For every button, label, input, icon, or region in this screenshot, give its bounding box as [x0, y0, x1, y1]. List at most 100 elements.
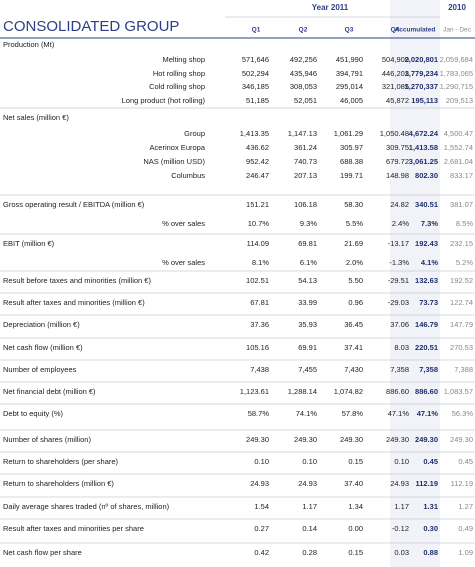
- cell-value: 7,438: [250, 365, 269, 374]
- cell-value: 24.82: [390, 200, 409, 209]
- cell-value: 4.1%: [421, 258, 438, 267]
- row-sublabel: Columbus: [171, 171, 205, 180]
- cell-value: 1.17: [302, 502, 317, 511]
- cell-value: 8.5%: [456, 219, 473, 228]
- cell-value: 571,646: [242, 55, 269, 64]
- cell-value: 1,413.58: [409, 143, 438, 152]
- cell-value: 132.63: [415, 276, 438, 285]
- cell-value: 2,020,801: [405, 55, 438, 64]
- cell-value: 249.30: [294, 435, 317, 444]
- cell-value: 1.27: [458, 502, 473, 511]
- cell-value: 8.1%: [252, 258, 269, 267]
- cell-value: 0.27: [254, 524, 269, 533]
- cell-value: 1.31: [423, 502, 438, 511]
- cell-value: 2,059,684: [440, 55, 473, 64]
- column-header: Accumulated: [395, 27, 436, 34]
- cell-value: 886.60: [415, 387, 438, 396]
- cell-value: 435,946: [290, 69, 317, 78]
- row-label: Gross operating result / EBITDA (million…: [3, 200, 145, 209]
- cell-value: 886.60: [386, 387, 409, 396]
- cell-value: -29.03: [388, 298, 409, 307]
- cell-value: 0.03: [394, 548, 409, 557]
- row-label: Result before taxes and minorities (mill…: [3, 276, 151, 285]
- cell-value: 361.24: [294, 143, 317, 152]
- row-sublabel: NAS (million USD): [143, 157, 205, 166]
- cell-value: 5.2%: [456, 258, 473, 267]
- cell-value: 151.21: [246, 200, 269, 209]
- cell-value: 54.13: [298, 276, 317, 285]
- cell-value: 381.07: [450, 200, 473, 209]
- accumulated-band: [390, 0, 440, 567]
- cell-value: 56.3%: [452, 409, 474, 418]
- cell-value: 5.5%: [346, 219, 363, 228]
- cell-value: 10.7%: [248, 219, 270, 228]
- cell-value: 21.69: [344, 239, 363, 248]
- cell-value: 105.16: [246, 343, 269, 352]
- cell-value: 122.74: [450, 298, 473, 307]
- cell-value: 309.75: [386, 143, 409, 152]
- cell-value: 0.15: [348, 548, 363, 557]
- cell-value: 58.7%: [248, 409, 270, 418]
- cell-value: 199.71: [340, 171, 363, 180]
- year-header: 2010: [448, 3, 466, 12]
- cell-value: 1,050.48: [380, 129, 409, 138]
- cell-value: 73.73: [419, 298, 438, 307]
- cell-value: 24.93: [298, 479, 317, 488]
- cell-value: 58.30: [344, 200, 363, 209]
- cell-value: 1.54: [254, 502, 269, 511]
- cell-value: 69.91: [298, 343, 317, 352]
- cell-value: 3,061.25: [409, 157, 438, 166]
- cell-value: 952.42: [246, 157, 269, 166]
- cell-value: 249.30: [246, 435, 269, 444]
- cell-value: 295,014: [336, 82, 363, 91]
- cell-value: 249.30: [386, 435, 409, 444]
- cell-value: 0.45: [423, 457, 438, 466]
- cell-value: -0.12: [392, 524, 409, 533]
- cell-value: 67.81: [250, 298, 269, 307]
- cell-value: 24.93: [390, 479, 409, 488]
- table-title: CONSOLIDATED GROUP: [3, 18, 179, 35]
- column-header: Q1: [252, 27, 261, 34]
- cell-value: 249.30: [415, 435, 438, 444]
- row-sublabel: Acerinox Europa: [150, 143, 206, 152]
- cell-value: 305.97: [340, 143, 363, 152]
- row-label: Net cash flow (million €): [3, 343, 83, 352]
- cell-value: 51,185: [246, 96, 269, 105]
- row-label: EBIT (million €): [3, 239, 55, 248]
- cell-value: 232.15: [450, 239, 473, 248]
- cell-value: 321,085: [382, 82, 409, 91]
- row-sublabel: Long product (hot rolling): [122, 96, 206, 105]
- cell-value: 1.17: [394, 502, 409, 511]
- cell-value: 45,872: [386, 96, 409, 105]
- cell-value: 69.81: [298, 239, 317, 248]
- cell-value: 1,288.14: [288, 387, 317, 396]
- cell-value: 308,053: [290, 82, 317, 91]
- cell-value: 0.45: [458, 457, 473, 466]
- cell-value: 1,779,234: [405, 69, 439, 78]
- cell-value: 451,990: [336, 55, 363, 64]
- cell-value: 0.10: [254, 457, 269, 466]
- cell-value: 74.1%: [296, 409, 318, 418]
- cell-value: 1,413.35: [240, 129, 269, 138]
- cell-value: 7,455: [298, 365, 317, 374]
- cell-value: 37.36: [250, 320, 269, 329]
- cell-value: 0.96: [348, 298, 363, 307]
- column-header: Jan - Dec: [443, 27, 472, 34]
- row-label: Depreciation (million €): [3, 320, 80, 329]
- cell-value: 47.1%: [388, 409, 410, 418]
- cell-value: 209,513: [446, 96, 473, 105]
- cell-value: 270.53: [450, 343, 473, 352]
- cell-value: 1,074.82: [334, 387, 363, 396]
- cell-value: 7,358: [419, 365, 438, 374]
- cell-value: 1,290,715: [440, 82, 473, 91]
- cell-value: 8.03: [394, 343, 409, 352]
- cell-value: 0.10: [394, 457, 409, 466]
- row-label: Net cash flow per share: [3, 548, 82, 557]
- cell-value: 1,083.57: [444, 387, 473, 396]
- cell-value: 192.43: [415, 239, 438, 248]
- cell-value: 37.41: [344, 343, 363, 352]
- cell-value: 7.3%: [421, 219, 438, 228]
- cell-value: 502,294: [242, 69, 269, 78]
- cell-value: 2.4%: [392, 219, 409, 228]
